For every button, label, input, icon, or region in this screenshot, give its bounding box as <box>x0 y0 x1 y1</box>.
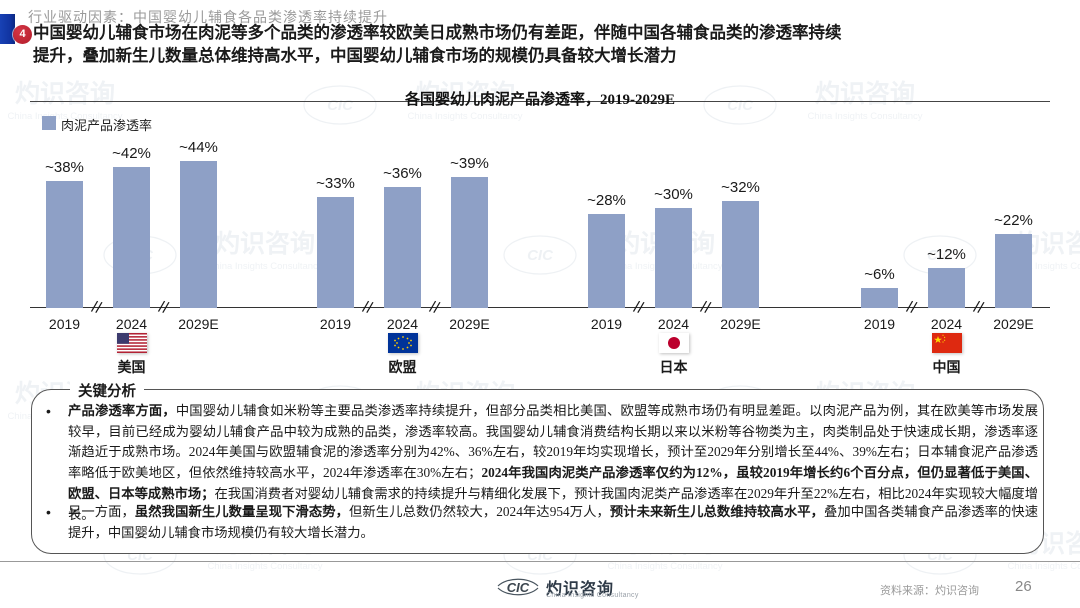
svg-text:CIC: CIC <box>507 580 530 595</box>
svg-text:China Insights Consultancy: China Insights Consultancy <box>607 561 722 572</box>
svg-text:China Insights Consultancy: China Insights Consultancy <box>1007 561 1080 572</box>
svg-text:China Insights Consultancy: China Insights Consultancy <box>207 561 322 572</box>
